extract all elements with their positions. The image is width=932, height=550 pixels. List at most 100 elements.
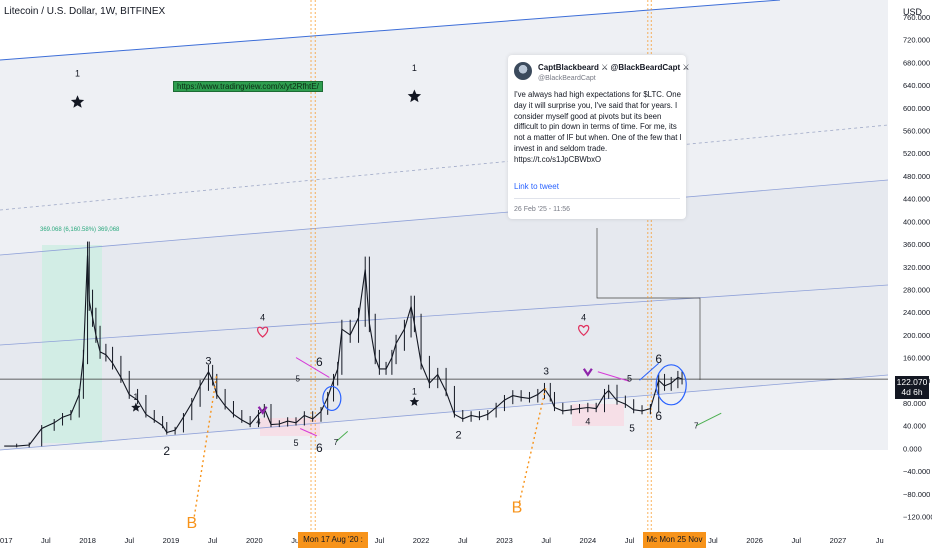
wave-label: 6 xyxy=(316,355,323,369)
wave-label: 1 xyxy=(75,69,80,79)
star-icon-2018 xyxy=(131,402,141,412)
tweet-card: CaptBlackbeard ⚔ @BlackBeardCapt ⚔ @Blac… xyxy=(508,55,690,219)
y-tick-label: 320.000 xyxy=(903,263,930,272)
x-tick-label: Jul xyxy=(791,536,801,545)
zone-2024 xyxy=(572,404,624,426)
date-badge-aug-2020: Mon 17 Aug '20 : '20 xyxy=(298,532,368,548)
chart-title: Litecoin / U.S. Dollar, 1W, BITFINEX xyxy=(4,6,166,17)
x-tick-label: 2017 xyxy=(0,536,13,545)
channel-low-mid-line xyxy=(0,284,889,346)
chevron-down-icon-2020 xyxy=(257,406,268,415)
zone-2020 xyxy=(260,418,320,436)
price-line xyxy=(4,255,683,447)
y-tick-label: 400.000 xyxy=(903,217,930,226)
wave-label: B xyxy=(512,500,523,517)
x-tick-label: Jul xyxy=(708,536,718,545)
measure-tool-label: 369.068 (6,160.58%) 369,068 xyxy=(40,227,120,233)
avatar xyxy=(514,62,532,80)
orange-dotted-line-2019 xyxy=(193,374,218,517)
y-tick-label: 680.000 xyxy=(903,58,930,67)
tweet-link[interactable]: Link to tweet xyxy=(514,182,559,191)
wave-label: 5 xyxy=(293,438,298,448)
wave-label: 1 xyxy=(412,386,417,396)
y-tick-label: 360.000 xyxy=(903,240,930,249)
channel-upper-line xyxy=(0,0,781,61)
y-tick-label: 40.000 xyxy=(903,422,926,431)
y-tick-label: 280.000 xyxy=(903,285,930,294)
wave-line-2024-b xyxy=(639,362,660,381)
wave-label: 6 xyxy=(655,409,662,423)
x-tick-label: Jul xyxy=(291,536,301,545)
price-series-layer xyxy=(4,241,683,448)
drawing-tools-layer xyxy=(70,89,722,517)
y-tick-label: −40.000 xyxy=(903,467,930,476)
x-tick-label: 2023 xyxy=(496,536,513,545)
tweet-divider xyxy=(514,198,680,199)
y-tick-label: 160.000 xyxy=(903,354,930,363)
channel-mid-line xyxy=(0,179,889,256)
heart-icon-2020 xyxy=(257,326,269,338)
channel-lower-line xyxy=(0,374,889,451)
snapshot-url-label[interactable]: https://www.tradingview.com/x/yt2RfhtE/ xyxy=(173,81,323,92)
highlight-circle-2025 xyxy=(655,364,687,406)
tweet-author-name: CaptBlackbeard ⚔ @BlackBeardCapt ⚔ xyxy=(538,63,690,72)
wave-label: 4 xyxy=(585,417,590,427)
x-tick-label: 2027 xyxy=(830,536,847,545)
y-axis-panel xyxy=(888,0,932,550)
tweet-author-handle: @BlackBeardCapt xyxy=(538,75,596,82)
star-icon-2017 xyxy=(70,95,85,108)
wave-line-2024-a xyxy=(597,371,630,382)
wave-line-2020-a xyxy=(295,357,330,378)
x-tick-label: Jul xyxy=(375,536,385,545)
wave-label: 3 xyxy=(205,355,211,367)
y-tick-label: 0.000 xyxy=(903,444,922,453)
current-price: 122.070 xyxy=(896,377,928,387)
wave-line-2020-b xyxy=(299,428,318,437)
tweet-body: I've always had high expectations for $L… xyxy=(514,90,682,164)
wave-label: 1 xyxy=(412,63,417,73)
tweet-timestamp: 26 Feb '25 - 11:56 xyxy=(514,206,571,213)
wave-label: 7 xyxy=(694,422,699,431)
wave-label: 5 xyxy=(627,373,632,383)
y-tick-label: 440.000 xyxy=(903,195,930,204)
y-tick-label: 520.000 xyxy=(903,149,930,158)
y-tick-label: 720.000 xyxy=(903,36,930,45)
x-tick-label: 2026 xyxy=(746,536,763,545)
channel-layer xyxy=(0,0,889,530)
target-line-2025 xyxy=(696,412,722,427)
wave-label: 4 xyxy=(581,313,586,323)
wave-label: 6 xyxy=(316,441,323,455)
date-badge-nov-2024: Mc Mon 25 Nov '24 xyxy=(643,532,706,548)
x-tick-label: Jul xyxy=(541,536,551,545)
x-tick-label: 2018 xyxy=(79,536,96,545)
y-tick-label: 640.000 xyxy=(903,81,930,90)
chevron-down-icon-2024 xyxy=(582,368,593,377)
wave-label: 7 xyxy=(334,438,339,447)
wave-label-layer: 1 1 2 3 4 4 5 5 6 6 7 1 1 2 3 4 4 5 5 6 6 7 B B xyxy=(75,63,699,532)
currency-label: USD xyxy=(903,7,923,17)
highlight-circle-2020 xyxy=(322,385,342,412)
x-tick-label: 2024 xyxy=(579,536,596,545)
wave-label: 4 xyxy=(260,313,265,323)
y-tick-label: 760.000 xyxy=(903,13,930,22)
x-tick-label: Jul xyxy=(625,536,635,545)
y-tick-label: 80.000 xyxy=(903,399,926,408)
wave-label: B xyxy=(186,515,197,532)
heart-icon-2024 xyxy=(578,324,590,337)
bar-countdown: 4d 6h xyxy=(901,387,923,397)
y-tick-label: 480.000 xyxy=(903,172,930,181)
wave-label: 1 xyxy=(133,392,138,402)
x-tick-label: 2020 xyxy=(246,536,263,545)
wave-label: 3 xyxy=(543,367,549,378)
wave-label: 5 xyxy=(629,423,635,434)
box-drawing xyxy=(596,228,701,380)
x-tick-label: 2019 xyxy=(163,536,180,545)
x-tick-label: Jul xyxy=(208,536,218,545)
wave-label: 5 xyxy=(295,374,300,383)
current-price-badge: 122.070 4d 6h xyxy=(895,376,929,399)
star-icon-2021-bottom xyxy=(409,396,420,406)
x-tick-label: 2022 xyxy=(413,536,430,545)
y-tick-label: 600.000 xyxy=(903,104,930,113)
target-line-2020 xyxy=(335,430,349,442)
